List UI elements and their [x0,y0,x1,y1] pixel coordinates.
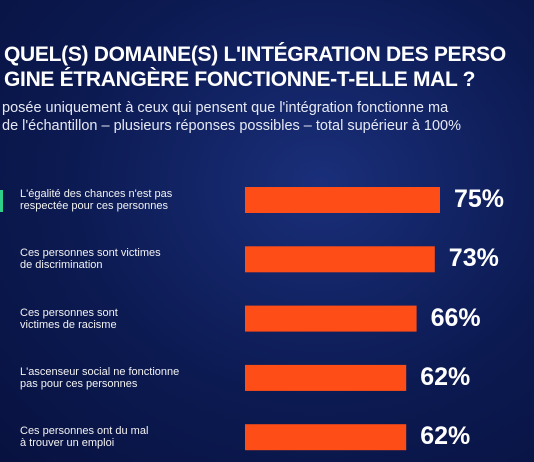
category-label: Ces personnes sont victimes de racisme [20,306,118,331]
value-label: 75% [454,185,505,213]
bar [245,424,407,451]
category-label: L'ascenseur social ne fonctionne pas pou… [20,365,180,390]
value-label: 62% [420,422,471,451]
bar [245,305,417,332]
accent [0,190,3,212]
category-label: L'égalité des chances n'est pas respecté… [20,188,173,212]
value-label: 66% [430,303,481,332]
category-label: Ces personnes sont victimes de discrimin… [20,247,161,272]
category-label: Ces personnes ont du mal à trouver un em… [20,425,149,450]
value-label: 73% [448,244,499,273]
bar [245,246,435,273]
chart-title: GINE ÉTRANGÈRE FONCTIONNE-T-ELLE MAL ? [4,68,476,91]
value-label: 62% [420,362,471,391]
bar [245,364,407,391]
bar [245,187,440,213]
chart-subtitle: de l'échantillon – plusieurs réponses po… [2,118,461,134]
chart-title: QUEL(S) DOMAINE(S) L'INTÉGRATION DES PER… [4,43,506,66]
chart-subtitle: posée uniquement à ceux qui pensent que … [2,100,449,116]
